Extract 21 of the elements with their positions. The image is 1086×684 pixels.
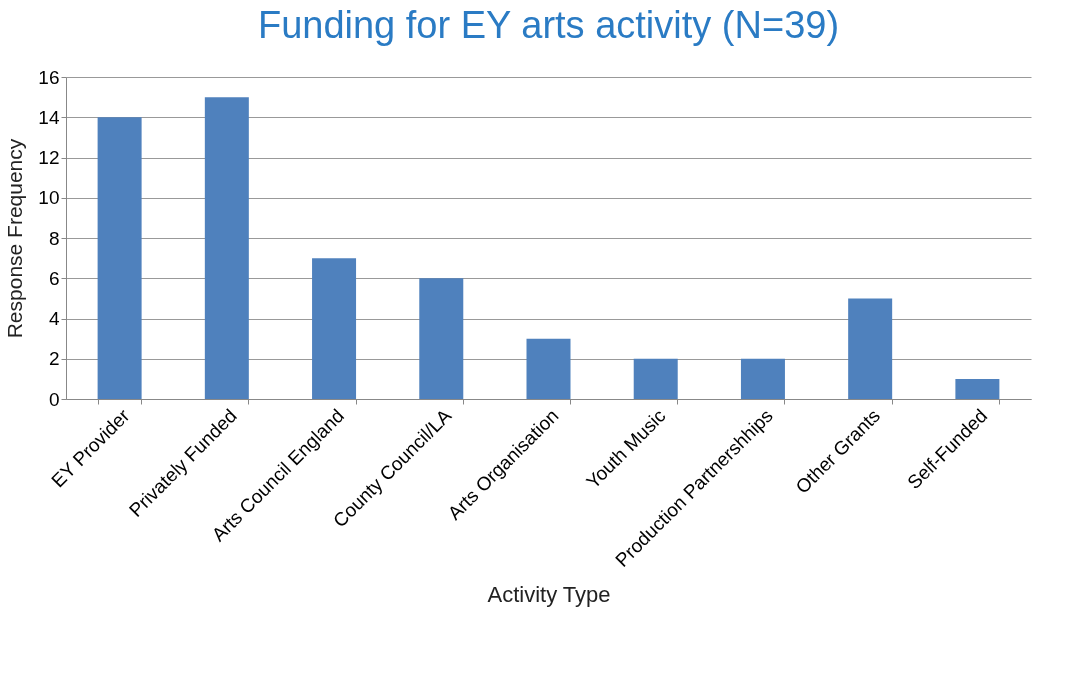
- bar: [204, 97, 249, 399]
- y-tick-label: 8: [48, 227, 60, 249]
- y-tick-label: 10: [38, 187, 60, 209]
- y-tick-label: 4: [48, 308, 60, 329]
- bar: [633, 358, 678, 399]
- x-axis-title: Activity Type: [487, 581, 611, 607]
- bar: [740, 358, 785, 399]
- bar: [97, 117, 142, 399]
- y-tick-label: 0: [48, 388, 60, 410]
- y-tick-label: 12: [38, 147, 60, 168]
- bar: [312, 258, 357, 399]
- bar: [526, 338, 571, 399]
- y-tick-label: 2: [48, 348, 60, 370]
- y-tick-label: 6: [48, 267, 60, 289]
- bar: [848, 298, 893, 399]
- y-axis-title: Response Frequency: [3, 138, 27, 339]
- bar: [955, 378, 1000, 399]
- chart-title: Funding for EY arts activity (N=39): [257, 4, 840, 46]
- y-tick-label: 14: [38, 106, 60, 128]
- y-tick-label: 16: [38, 66, 60, 88]
- bar: [419, 278, 464, 399]
